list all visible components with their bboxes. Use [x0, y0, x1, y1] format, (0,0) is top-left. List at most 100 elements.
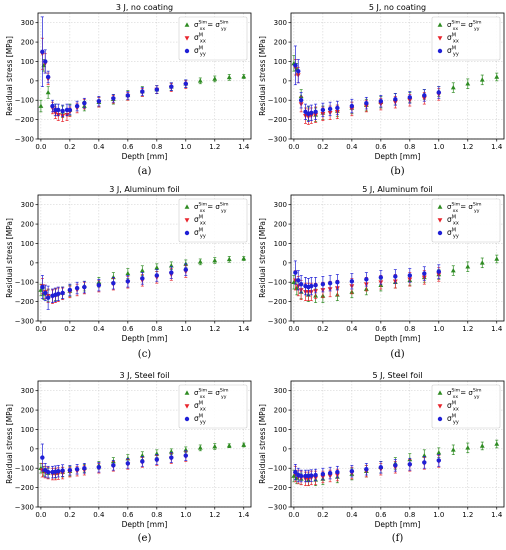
figure-caption: (d): [390, 349, 404, 360]
data-point: [313, 472, 318, 478]
data-point: [96, 465, 102, 470]
data-point: [313, 282, 318, 288]
legend-label-mxx-sup: M: [452, 401, 456, 407]
chart-title: 3 J, Aluminum foil: [109, 185, 180, 194]
data-point: [67, 287, 73, 293]
y-axis-label: Residual stress [MPa]: [258, 36, 267, 116]
x-tick-label: 0.4: [93, 143, 105, 151]
legend-label-myy-sup: M: [452, 414, 456, 420]
data-point: [450, 85, 456, 90]
chart-title: 3 J, no coating: [116, 3, 173, 12]
y-tick-label: −200: [268, 298, 287, 306]
x-tick-label: 0.0: [35, 511, 46, 519]
y-tick-label: 200: [21, 407, 34, 415]
legend-label-sim: σSim xx = σSim yy: [194, 202, 229, 215]
data-point: [45, 89, 51, 95]
legend-box: [178, 198, 248, 243]
x-tick-label: 1.0: [180, 325, 191, 333]
series-myy: [40, 263, 188, 310]
y-tick-label: −300: [268, 318, 287, 326]
x-tick-label: 0.2: [317, 325, 328, 333]
legend-label-sim-part: σ: [447, 389, 452, 397]
legend-label-sim-part: Sim: [473, 388, 482, 394]
legend-marker-myy: [437, 416, 443, 422]
x-tick-label: 1.4: [491, 511, 503, 519]
legend-label-sim-part: σ: [194, 21, 199, 29]
x-axis-label: Depth [mm]: [122, 152, 168, 161]
y-tick-label: 200: [21, 39, 34, 47]
data-point: [154, 87, 160, 92]
data-point: [50, 103, 55, 109]
x-tick-label: 0.4: [346, 143, 358, 151]
data-point: [349, 103, 355, 109]
legend-label-myy-sub: yy: [453, 420, 459, 426]
x-tick-label: 0.6: [375, 143, 387, 151]
data-point: [422, 93, 427, 98]
x-tick-label: 0.8: [404, 143, 415, 151]
legend-label-myy-sup: M: [199, 228, 203, 234]
x-tick-label: 1.4: [238, 325, 250, 333]
data-point: [393, 97, 398, 102]
data-point: [96, 99, 102, 104]
legend-label-myy-sub: yy: [200, 234, 206, 240]
data-point: [40, 49, 45, 54]
plot-frame: [290, 194, 505, 322]
legend-label-sim-part: yy: [221, 209, 227, 214]
plot-frame: [37, 12, 252, 140]
data-point: [241, 442, 247, 447]
legend-label-sim: σSim xx = σSim yy: [447, 202, 482, 215]
data-point: [183, 81, 188, 86]
data-point: [67, 107, 73, 113]
x-tick-label: 1.2: [462, 143, 473, 151]
data-point: [479, 443, 485, 448]
data-point: [479, 77, 485, 82]
data-point: [327, 470, 333, 476]
data-point: [296, 278, 301, 283]
legend-label-sim-part: = σ: [458, 203, 473, 211]
data-point: [298, 473, 304, 479]
data-point: [327, 281, 333, 286]
y-axis-label: Residual stress [MPa]: [258, 404, 267, 484]
data-point: [82, 466, 87, 471]
data-point: [313, 109, 318, 115]
legend-label-myy: σM yy: [447, 228, 459, 240]
legend-label-sim: σSim xx = σSim yy: [194, 20, 229, 33]
x-tick-label: 0.6: [122, 511, 134, 519]
legend-label-myy-base: σ: [447, 414, 452, 423]
legend-label-myy-base: σ: [194, 46, 199, 55]
x-tick-label: 0.2: [317, 511, 328, 519]
legend-marker-mxx: [437, 36, 443, 41]
legend-label-mxx: σM xx: [447, 33, 459, 45]
legend-label-sim: σSim xx = σSim yy: [447, 388, 482, 401]
y-tick-label: −300: [15, 136, 34, 144]
x-tick-label: 0.4: [346, 325, 358, 333]
data-point: [393, 274, 398, 279]
y-tick-label: −200: [268, 116, 287, 124]
legend-marker-sim: [184, 204, 190, 209]
legend-label-sim-part: yy: [474, 27, 480, 32]
data-point: [298, 98, 304, 103]
y-tick-label: 300: [21, 19, 34, 27]
legend-label-myy-sub: yy: [200, 52, 206, 58]
chart-panel-6: 0.0 0.2 0.4 0.6 0.8 1.0 1.2 1.4 −300 −200 −100 0 100…: [258, 371, 505, 529]
legend-marker-mxx: [184, 218, 190, 223]
y-tick-label: −200: [268, 484, 287, 492]
data-point: [465, 81, 471, 86]
data-point: [364, 277, 369, 282]
series-myy: [293, 45, 441, 122]
data-point: [293, 63, 298, 68]
legend-label-sim-part: Sim: [220, 388, 229, 394]
chart-title: 5 J, Aluminum foil: [362, 185, 433, 194]
x-tick-label: 0.8: [151, 325, 162, 333]
data-point: [45, 469, 51, 475]
legend-label-sim-part: σ: [447, 203, 452, 211]
data-point: [407, 273, 413, 278]
data-point: [212, 257, 218, 263]
legend-label-sim-part: xx: [453, 395, 459, 400]
legend-label-sim-part: Sim: [220, 202, 229, 208]
legend-label-mxx-sub: xx: [453, 221, 459, 227]
legend-label-sim-part: Sim: [198, 202, 207, 208]
data-point: [111, 96, 116, 101]
